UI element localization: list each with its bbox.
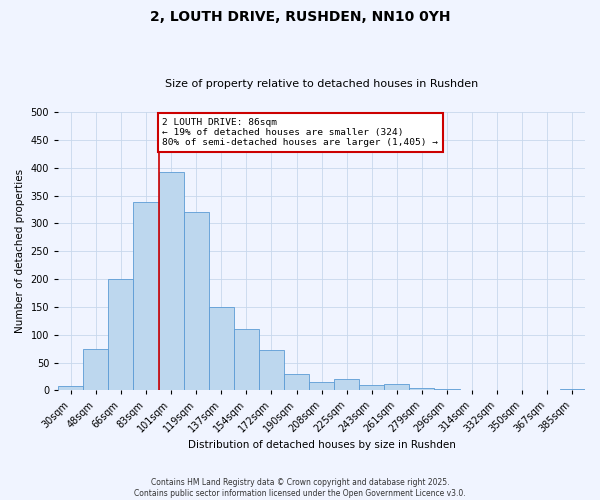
Bar	[385, 384, 409, 390]
Bar	[359, 385, 385, 390]
Bar	[560, 388, 585, 390]
Bar	[158, 172, 184, 390]
Bar	[234, 329, 259, 390]
Bar	[434, 388, 460, 390]
Bar	[184, 212, 209, 390]
Bar	[209, 307, 234, 390]
Bar	[58, 386, 83, 390]
Text: 2, LOUTH DRIVE, RUSHDEN, NN10 0YH: 2, LOUTH DRIVE, RUSHDEN, NN10 0YH	[150, 10, 450, 24]
Bar	[259, 350, 284, 391]
Bar	[284, 374, 309, 390]
Text: 2 LOUTH DRIVE: 86sqm
← 19% of detached houses are smaller (324)
80% of semi-deta: 2 LOUTH DRIVE: 86sqm ← 19% of detached h…	[163, 118, 439, 148]
Bar	[409, 388, 434, 390]
Bar	[334, 380, 359, 390]
X-axis label: Distribution of detached houses by size in Rushden: Distribution of detached houses by size …	[188, 440, 455, 450]
Y-axis label: Number of detached properties: Number of detached properties	[15, 169, 25, 334]
Bar	[309, 382, 334, 390]
Bar	[109, 279, 133, 390]
Title: Size of property relative to detached houses in Rushden: Size of property relative to detached ho…	[165, 79, 478, 89]
Text: Contains HM Land Registry data © Crown copyright and database right 2025.
Contai: Contains HM Land Registry data © Crown c…	[134, 478, 466, 498]
Bar	[133, 202, 158, 390]
Bar	[83, 348, 109, 391]
